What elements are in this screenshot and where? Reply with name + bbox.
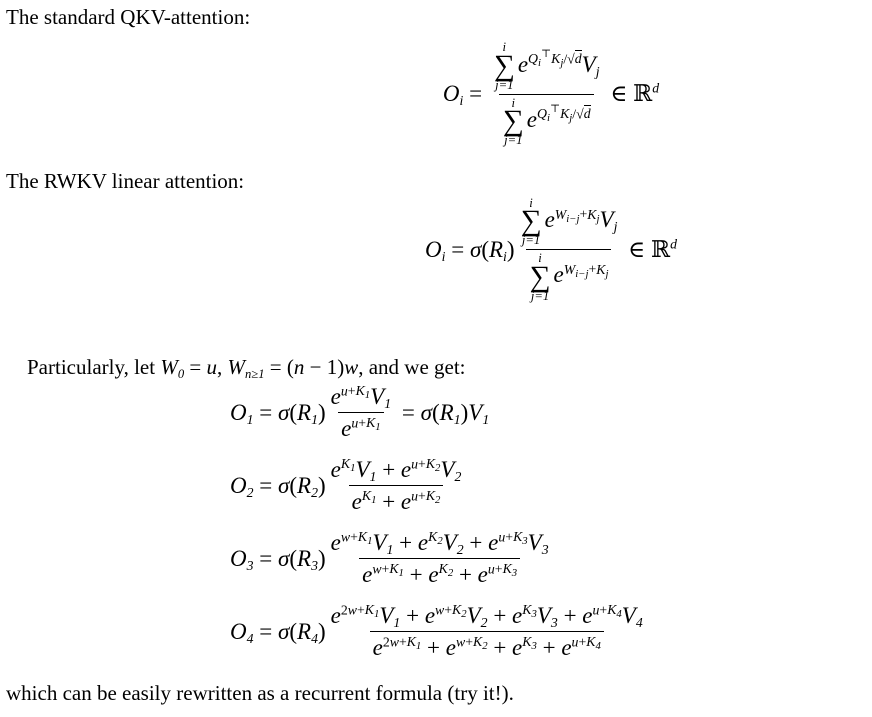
equation-row-o2: O2 = σ(R2) eK1V1 + eu+K2V2 eK1 + eu+K2 [230, 456, 462, 514]
intro-line-rwkv: The RWKV linear attention: [6, 169, 245, 193]
particular-case-suffix: , and we get: [358, 355, 466, 379]
equation-rwkv-linear-attention: Oi = σ(Ri) i ∑ j=1 eWi−j+KjVj i ∑ j=1 eWi−j+Kj ∈… [425, 195, 677, 303]
equation-qkv-attention: Oi = i ∑ j=1 eQi⊤Kj/√dVj i ∑ j=1 eQi⊤Kj/√d ∈ ℝd [442, 40, 660, 148]
equation-row-o3: O3 = σ(R3) ew+K1V1 + eK2V2 + eu+K3V3 ew+K1… [230, 529, 549, 587]
equation-row-o4: O4 = σ(R4) e2w+K1V1 + ew+K2V2 + eK3V3 + e… [230, 602, 643, 660]
equation-row-o1: O1 = σ(R1) eu+K1V1 eu+K1 = σ(R1) V1 [230, 383, 490, 441]
inline-math-w-definition: W0 = u, Wn≥1 = (n − 1)w [160, 355, 359, 381]
particular-case-prefix: Particularly, let [27, 355, 161, 379]
equation-block-expansion: O1 = σ(R1) eu+K1V1 eu+K1 = σ(R1) V1 O2 = σ(… [230, 376, 648, 668]
particular-case-line: Particularly, let W0 = u, Wn≥1 = (n − 1)… [6, 330, 466, 405]
intro-line-qkv: The standard QKV-attention: [6, 5, 251, 29]
closing-line: which can be easily rewritten as a recur… [6, 681, 514, 705]
